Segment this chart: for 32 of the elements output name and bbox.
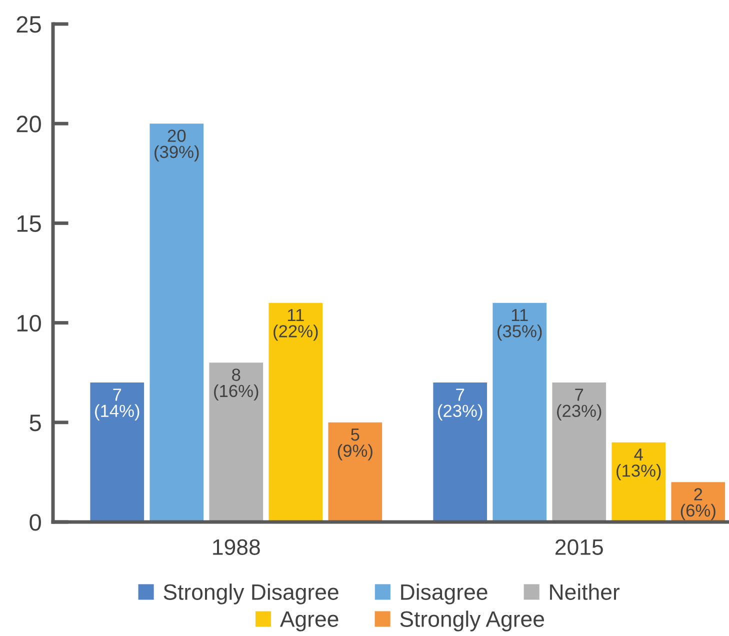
- bar: [612, 442, 666, 522]
- y-tick-label: 15: [17, 216, 41, 232]
- legend-label: Strongly Agree: [400, 610, 544, 632]
- y-tick-label: 0: [30, 514, 41, 531]
- data-label: 11 (22%): [274, 309, 318, 341]
- bar: [433, 382, 488, 522]
- bar: [90, 382, 144, 522]
- data-label: 7 (23%): [557, 388, 602, 420]
- data-label: 20 (39%): [154, 130, 199, 162]
- data-label: 7 (14%): [95, 388, 140, 420]
- data-label: 4 (13%): [616, 448, 661, 480]
- bar: [492, 302, 547, 522]
- data-label: 5 (9%): [338, 428, 372, 460]
- bar: [150, 124, 204, 522]
- legend-label: Disagree: [401, 584, 488, 604]
- bar: [209, 362, 264, 522]
- x-tick-label: 1988: [213, 539, 260, 555]
- y-tick-label: 10: [17, 314, 41, 332]
- data-label: 11 (35%): [498, 309, 542, 341]
- x-tick-label: 2015: [556, 539, 603, 555]
- data-label: 7 (23%): [438, 388, 482, 420]
- bar: [552, 382, 606, 522]
- data-label: 2 (6%): [680, 488, 716, 520]
- data-label: 8 (16%): [214, 368, 258, 401]
- bar: [328, 422, 382, 522]
- y-tick-label: 25: [16, 16, 41, 33]
- legend-label: Agree: [280, 611, 338, 632]
- legend-label: Strongly Disagree: [164, 584, 338, 604]
- legend-label: Neither: [550, 584, 620, 600]
- y-tick-label: 5: [30, 414, 41, 432]
- y-tick-label: 20: [16, 116, 41, 132]
- bar: [268, 302, 323, 522]
